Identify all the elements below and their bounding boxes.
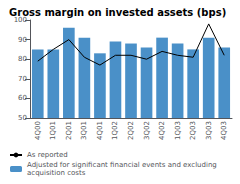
svg-text:70: 70 bbox=[18, 75, 27, 83]
svg-text:2Q03: 2Q03 bbox=[189, 121, 197, 140]
svg-text:3Q03: 3Q03 bbox=[205, 121, 213, 140]
svg-text:90: 90 bbox=[18, 36, 27, 44]
svg-text:4Q00: 4Q00 bbox=[34, 121, 42, 140]
svg-text:1Q03: 1Q03 bbox=[174, 121, 182, 140]
svg-text:4Q03: 4Q03 bbox=[220, 121, 228, 140]
svg-text:2Q01: 2Q01 bbox=[65, 121, 73, 140]
svg-text:As reported: As reported bbox=[27, 151, 68, 159]
svg-text:1Q02: 1Q02 bbox=[111, 121, 119, 140]
svg-text:2Q02: 2Q02 bbox=[127, 121, 135, 140]
svg-text:3Q01: 3Q01 bbox=[80, 121, 88, 140]
svg-text:acquisition costs: acquisition costs bbox=[27, 169, 86, 177]
svg-text:4Q01: 4Q01 bbox=[96, 121, 104, 140]
svg-text:80: 80 bbox=[18, 55, 27, 63]
svg-text:3Q02: 3Q02 bbox=[143, 121, 151, 140]
svg-text:1Q01: 1Q01 bbox=[49, 121, 57, 140]
svg-text:50: 50 bbox=[18, 114, 27, 122]
svg-text:60: 60 bbox=[18, 94, 27, 102]
svg-text:Gross margin on invested asset: Gross margin on invested assets (bps) bbox=[9, 7, 226, 18]
svg-text:Adjusted for significant finan: Adjusted for significant financial event… bbox=[27, 161, 219, 169]
svg-text:100: 100 bbox=[13, 16, 27, 24]
svg-text:4Q02: 4Q02 bbox=[158, 121, 166, 140]
